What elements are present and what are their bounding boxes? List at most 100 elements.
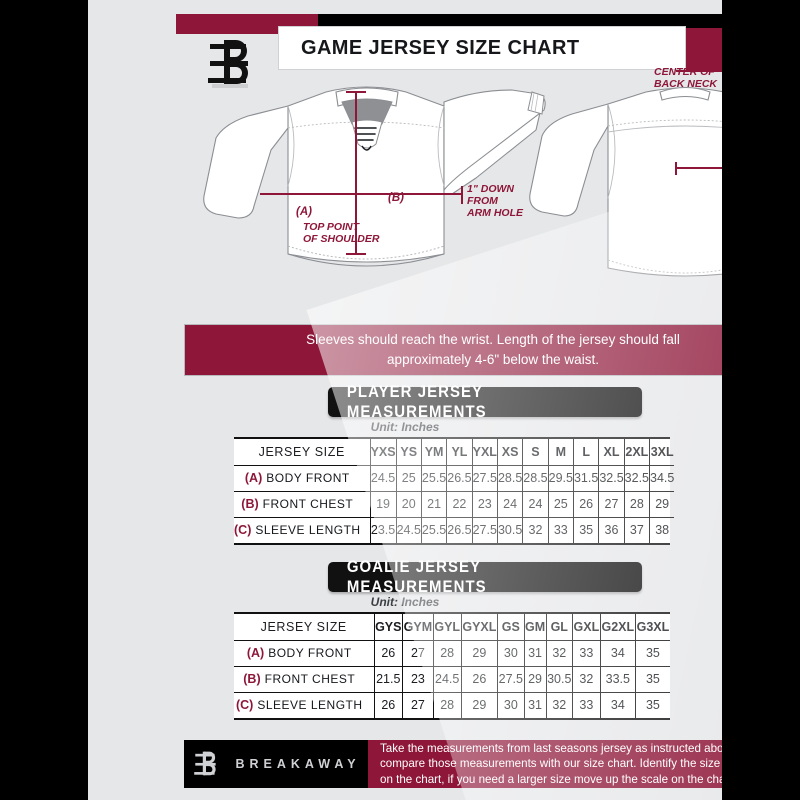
measurement-value-cell: 26.5 xyxy=(446,465,473,492)
size-header-cell: M xyxy=(548,439,574,466)
size-header-cell: YXL xyxy=(472,439,498,466)
size-header-cell: GYS xyxy=(374,614,404,641)
breakaway-b-logo-icon xyxy=(202,34,258,92)
breakaway-b-logo-icon-small xyxy=(194,751,217,776)
size-header-cell: S xyxy=(522,439,549,466)
measurement-value-cell: 19 xyxy=(370,491,397,518)
measurement-value-cell: 35 xyxy=(635,640,670,667)
measurement-value-cell: 32 xyxy=(522,517,549,543)
measurement-label-cell: (A) BODY FRONT xyxy=(234,465,371,492)
fit-note-banner: Sleeves should reach the wrist. Length o… xyxy=(184,324,722,376)
measurement-value-cell: 34 xyxy=(600,692,636,718)
annotation-back-neck-l1: CENTER OF xyxy=(654,66,715,78)
measurement-value-cell: 20 xyxy=(396,491,422,518)
measurement-value-cell: 33 xyxy=(572,692,601,718)
player-unit-label: Unit: Inches xyxy=(370,420,440,434)
measurement-label-cell: (B) FRONT CHEST xyxy=(234,491,371,518)
table-header-row: JERSEY SIZE GYS GYM GYL GYXL GS GM GL GXL G2XL G3X… xyxy=(234,614,670,641)
measurement-tag: (B) xyxy=(241,497,259,511)
measurement-value-cell: 32 xyxy=(572,666,601,693)
measurement-value-cell: 38 xyxy=(655,523,670,538)
annotation-shoulder-l2: OF SHOULDER xyxy=(303,233,380,245)
measurement-value-cell: 27.5 xyxy=(472,517,498,543)
measurement-value-cell: 33 xyxy=(548,517,574,543)
measurement-label-cell: (A) BODY FRONT xyxy=(234,640,375,667)
measurement-value-cell: 24 xyxy=(497,491,524,518)
annotation-armhole-l3: ARM HOLE xyxy=(466,207,524,219)
measurement-value-cell: 29.5 xyxy=(548,465,574,492)
measurement-value-cell: 21.5 xyxy=(374,666,404,693)
jersey-size-header: JERSEY SIZE xyxy=(234,439,371,466)
size-header-cell: XS xyxy=(497,439,524,466)
measurement-value-cell: 23 xyxy=(402,666,434,693)
measurement-value-cell: 23.5 xyxy=(370,517,397,543)
size-header-cell: YL xyxy=(446,439,473,466)
annotation-armhole-l1: 1" DOWN xyxy=(467,183,514,195)
measurement-value-cell: 23 xyxy=(472,491,498,518)
size-header-cell: L xyxy=(573,439,600,466)
table-row: (C) SLEEVE LENGTH 26 27 28 29 30 31 32 33 34 35 xyxy=(234,692,670,718)
measurement-value-cell: 27.5 xyxy=(472,465,498,492)
measurement-value-cell: 35 xyxy=(645,698,660,713)
measurement-value-cell: 25.5 xyxy=(421,465,448,492)
size-header-cell: G2XL xyxy=(600,614,636,641)
measurement-value-cell: 36 xyxy=(598,517,625,543)
annotation-tag-a: (A) xyxy=(296,206,312,218)
measurement-tag: (B) xyxy=(243,672,261,686)
measurement-value-cell: 24.5 xyxy=(370,465,397,492)
annotation-armhole-l2: FROM xyxy=(467,195,498,207)
measurement-value-cell: 29 xyxy=(461,640,499,667)
measurement-name: SLEEVE LENGTH xyxy=(255,523,361,538)
measurement-value-cell: 30 xyxy=(497,640,525,667)
measurement-value-cell: 24 xyxy=(522,491,549,518)
fit-note-line1: Sleeves should reach the wrist. Length o… xyxy=(306,332,680,347)
measurement-label-cell: (C) SLEEVE LENGTH xyxy=(234,692,375,718)
measurement-value-cell: 26 xyxy=(573,491,600,518)
footer-instructions: Take the measurements from last seasons … xyxy=(368,740,722,788)
size-header-cell: XL xyxy=(598,439,625,466)
size-header-cell: YXS xyxy=(370,439,397,466)
annotation-shoulder-l1: TOP POINT xyxy=(303,221,361,233)
size-header-cell: GS xyxy=(497,614,525,641)
player-measurements-table: JERSEY SIZE YXS YS YM YL YXL XS S M L XL 2XL 3XL (A) B… xyxy=(234,437,675,545)
measurement-value-cell: 28 xyxy=(433,692,462,718)
measurement-value-cell: 28.5 xyxy=(522,465,549,492)
measurement-value-cell: 22 xyxy=(446,491,473,518)
measurement-value-cell: 32.5 xyxy=(598,465,625,492)
jersey-size-header: JERSEY SIZE xyxy=(234,614,375,641)
measurement-tag: (C) xyxy=(234,523,252,538)
measurement-value-cell: 33.5 xyxy=(600,666,636,693)
measurement-value-cell: 37 xyxy=(624,517,651,543)
annotation-tag-b: (B) xyxy=(388,192,404,204)
measurement-value-cell: 24.5 xyxy=(396,517,422,543)
measurement-value-cell: 35 xyxy=(573,517,600,543)
table-row: (B) FRONT CHEST 21.5 23 24.5 26 27.5 29 30.5 32 33… xyxy=(234,666,670,693)
page-title-box: GAME JERSEY SIZE CHART xyxy=(278,26,686,70)
measurement-name: BODY FRONT xyxy=(268,646,352,660)
size-header-cell: YM xyxy=(421,439,448,466)
measurement-value-cell: 32.5 xyxy=(624,465,651,492)
measurement-value-cell: 30.5 xyxy=(497,517,524,543)
size-header-cell: GYXL xyxy=(461,614,499,641)
footer-line1: Take the measurements from last seasons … xyxy=(380,742,722,756)
goalie-section-title: GOALIE JERSEY MEASUREMENTS xyxy=(346,557,487,596)
measurement-value-cell: 29 xyxy=(461,692,499,718)
footer-line2: compare those measurements with our size… xyxy=(380,757,721,771)
footer-line3: on the chart, if you need a larger size … xyxy=(380,772,722,786)
measurement-value-cell: 21 xyxy=(421,491,448,518)
measurement-value-cell: 34 xyxy=(600,640,636,667)
jersey-diagram: (B) (A) 1" DOWN FROM ARM HOLE TOP POINT … xyxy=(176,58,722,320)
measurement-value-cell: 26 xyxy=(374,640,404,667)
measurement-name: SLEEVE LENGTH xyxy=(257,698,363,713)
measurement-value-cell: 25 xyxy=(548,491,574,518)
table-row: (C) SLEEVE LENGTH 23.5 24.5 25.5 26.5 27.5 30.5… xyxy=(234,517,674,543)
size-header-cell: G3XL xyxy=(635,614,670,641)
measurement-name: BODY FRONT xyxy=(266,471,350,485)
measurement-value-cell: 32 xyxy=(546,692,573,718)
measurement-value-cell: 27.5 xyxy=(497,666,525,693)
measurement-value-cell: 27 xyxy=(598,491,625,518)
table-row: (A) BODY FRONT 24.5 25 25.5 26.5 27.5 28.5 28.5 2… xyxy=(234,465,675,492)
goalie-unit-label: Unit: Inches xyxy=(370,595,440,609)
measurement-value-cell: 28 xyxy=(433,640,462,667)
